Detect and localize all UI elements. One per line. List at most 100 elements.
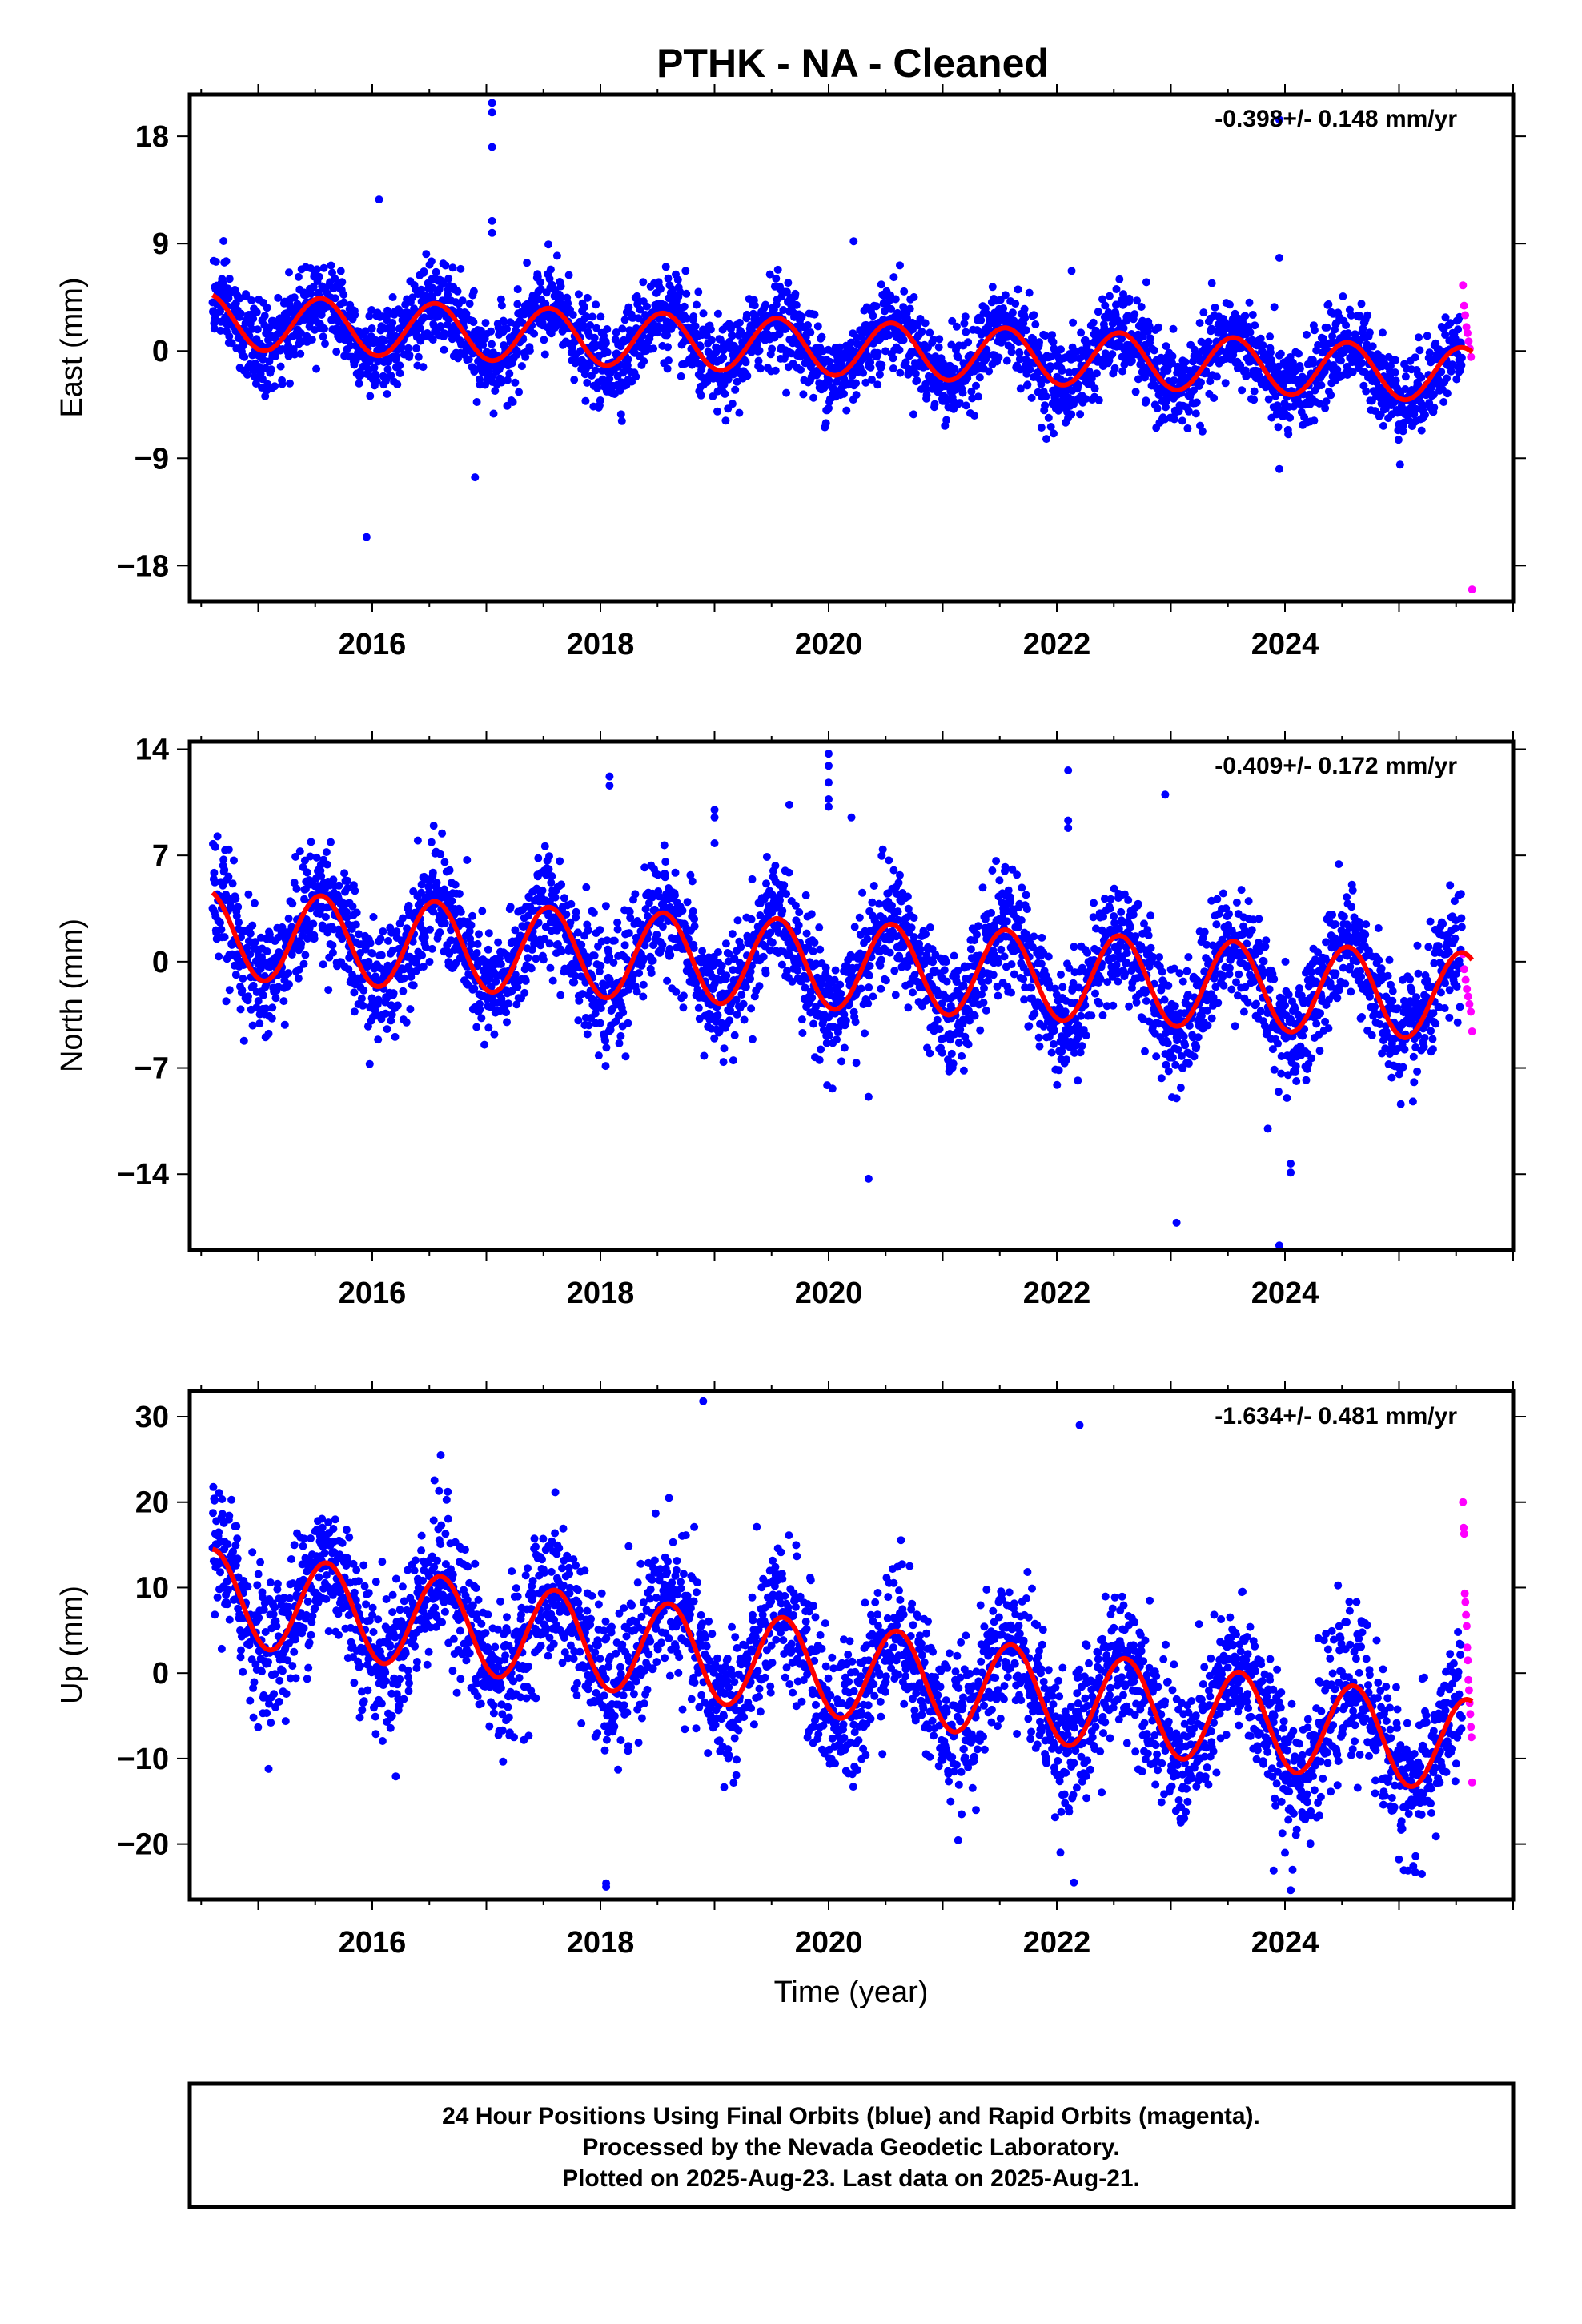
east-final-point <box>307 289 315 298</box>
east-final-point <box>869 312 877 320</box>
north-final-point <box>398 914 407 923</box>
east-final-point <box>365 312 374 320</box>
east-final-point <box>1309 359 1318 368</box>
north-final-point <box>620 941 629 950</box>
north-final-point <box>357 994 366 1003</box>
east-final-point <box>693 300 701 309</box>
east-final-point <box>1391 376 1400 385</box>
east-final-point <box>783 287 791 296</box>
east-final-point <box>913 376 921 384</box>
east-final-point <box>331 294 339 303</box>
east-final-point <box>370 364 379 372</box>
east-final-point <box>1046 423 1055 431</box>
east-final-point <box>1355 312 1364 320</box>
east-final-point <box>1150 346 1158 355</box>
east-final-point <box>309 283 318 292</box>
east-final-point <box>1119 324 1128 332</box>
east-final-point <box>263 304 271 312</box>
east-final-point <box>434 312 443 321</box>
north-final-point <box>545 939 554 948</box>
east-final-point <box>1197 378 1205 387</box>
north-final-point <box>584 1021 593 1030</box>
east-final-point <box>797 365 805 374</box>
east-final-point <box>1138 332 1147 341</box>
east-final-point <box>958 388 967 397</box>
east-outlier-point <box>488 108 496 117</box>
east-final-point <box>605 375 614 384</box>
north-final-point <box>577 940 586 949</box>
north-final-point <box>602 1043 611 1052</box>
north-final-point <box>476 1005 484 1014</box>
east-final-point <box>889 364 897 372</box>
east-final-point <box>392 352 401 360</box>
east-x-tick-label: 2020 <box>795 628 863 661</box>
east-final-point <box>624 303 633 312</box>
east-final-point <box>1425 348 1434 357</box>
east-final-point <box>1457 360 1466 369</box>
north-final-point <box>420 933 429 942</box>
east-final-point <box>821 419 830 428</box>
east-final-point <box>419 363 428 372</box>
east-final-point <box>320 324 328 333</box>
east-final-point <box>1115 275 1124 283</box>
north-final-point <box>211 842 219 851</box>
east-final-point <box>1284 430 1293 439</box>
north-final-point <box>428 944 436 953</box>
north-final-point <box>351 920 360 929</box>
north-final-point <box>777 960 786 969</box>
east-final-point <box>873 380 882 389</box>
east-final-point <box>970 412 979 420</box>
east-final-point <box>580 358 588 367</box>
east-final-point <box>372 377 381 385</box>
east-x-tick-label: 2022 <box>1023 628 1091 661</box>
east-final-point <box>1195 319 1204 328</box>
east-final-point <box>1246 328 1255 336</box>
east-final-point <box>1170 376 1178 384</box>
east-final-point <box>1322 397 1331 406</box>
east-final-point <box>271 352 279 360</box>
east-outlier-point <box>488 228 496 237</box>
north-final-point <box>279 997 288 1006</box>
east-final-point <box>1048 331 1057 340</box>
north-final-point <box>301 951 310 959</box>
east-final-point <box>251 380 260 388</box>
north-final-point <box>303 868 311 877</box>
east-final-point <box>428 336 437 344</box>
east-final-point <box>1394 436 1403 444</box>
north-final-point <box>210 868 219 877</box>
east-final-point <box>293 300 302 308</box>
east-final-point <box>1137 303 1146 311</box>
north-final-point <box>601 1036 609 1045</box>
east-final-point <box>521 352 530 361</box>
north-final-point <box>230 856 238 865</box>
east-final-point <box>1041 332 1050 340</box>
east-final-point <box>458 296 467 305</box>
east-final-point <box>741 358 750 367</box>
north-final-point <box>690 915 699 923</box>
east-outlier-point <box>488 216 496 225</box>
east-final-point <box>1315 399 1323 408</box>
east-final-point <box>1077 328 1086 337</box>
east-final-point <box>954 353 962 362</box>
east-final-point <box>771 366 780 375</box>
north-final-point <box>271 994 280 1003</box>
north-final-point <box>652 931 661 939</box>
north-final-point <box>292 884 301 893</box>
east-final-point <box>962 401 970 410</box>
east-final-point <box>236 294 244 303</box>
north-final-point <box>448 896 456 905</box>
east-final-point <box>591 366 600 375</box>
east-final-point <box>1108 350 1117 359</box>
north-final-point <box>575 996 584 1005</box>
east-final-point <box>799 390 808 399</box>
east-final-point <box>713 309 722 318</box>
east-final-point <box>464 355 473 364</box>
east-final-point <box>1303 330 1311 339</box>
east-final-point <box>1411 353 1419 362</box>
east-final-point <box>709 392 717 400</box>
east-final-point <box>1317 381 1326 389</box>
east-final-point <box>713 407 721 416</box>
east-final-point <box>336 267 345 275</box>
east-final-point <box>1153 404 1162 412</box>
